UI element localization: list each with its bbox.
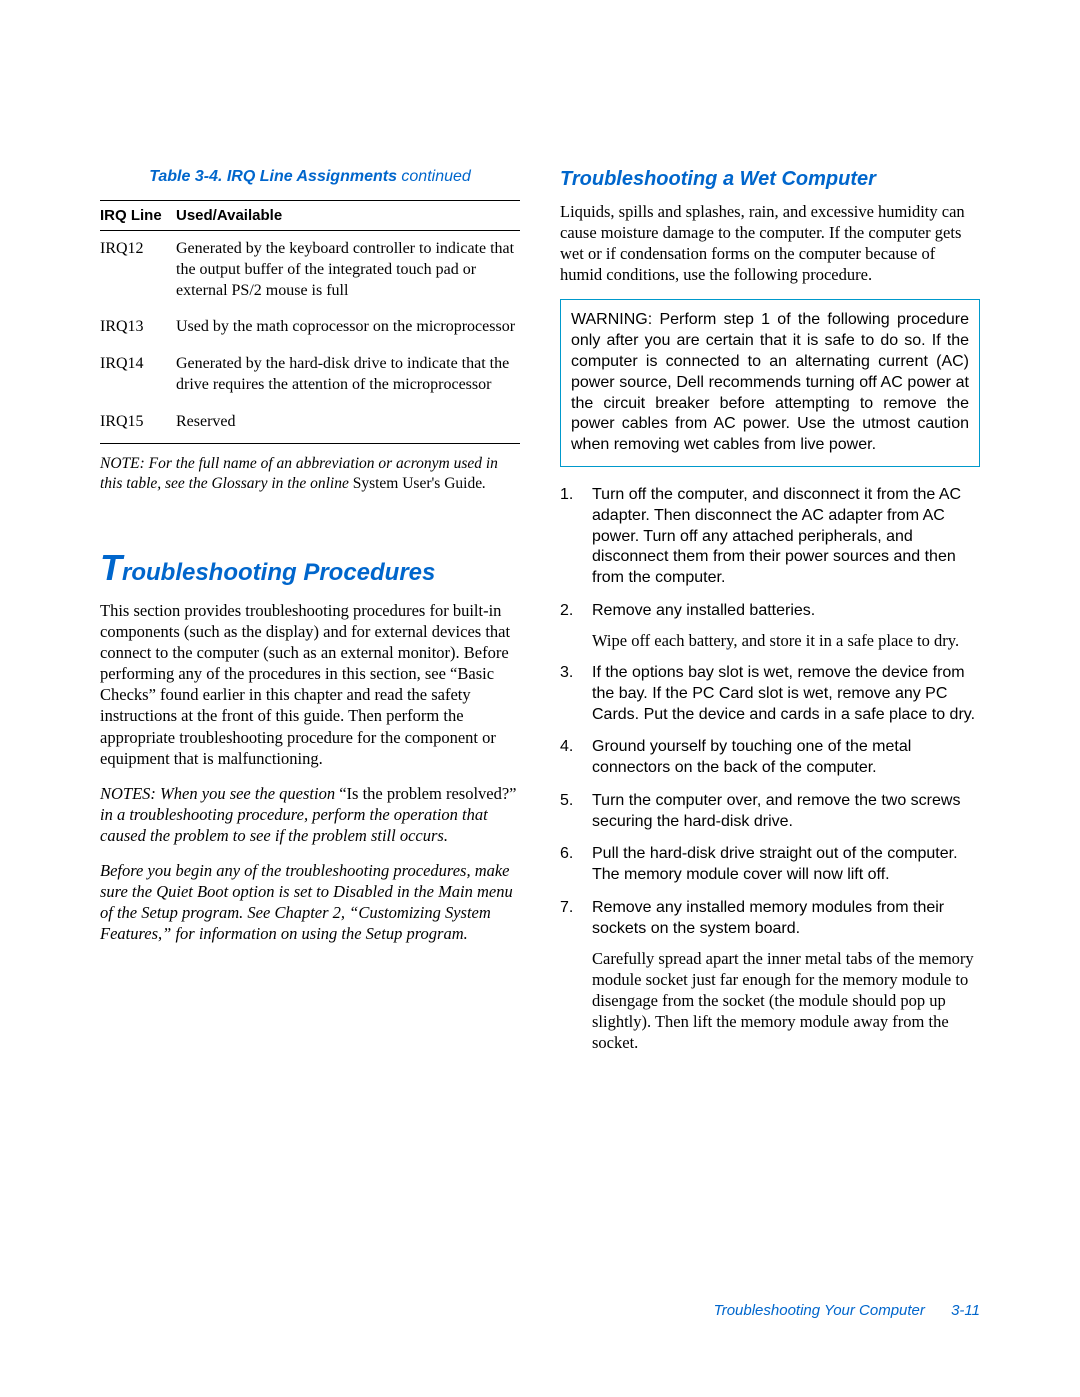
right-column: Troubleshooting a Wet Computer Liquids, … [560,168,980,1065]
footer-text: Troubleshooting Your Computer [714,1302,925,1319]
cell-irq: IRQ12 [100,231,176,310]
step-sub: Carefully spread apart the inner metal t… [592,948,980,1054]
cell-desc: Reserved [176,404,520,443]
table-caption: Table 3-4. IRQ Line Assignments continue… [100,168,520,186]
step-item: If the options bay slot is wet, remove t… [560,663,980,725]
note-suffix: . [482,475,486,492]
step-sub: Wipe off each battery, and store it in a… [592,630,980,651]
step-text: Pull the hard-disk drive straight out of… [592,845,958,883]
step-text: Remove any installed memory modules from… [592,899,944,937]
footer-page-number: 3-11 [951,1302,980,1319]
table-row: IRQ15 Reserved [100,404,520,443]
step-item: Remove any installed memory modules from… [560,898,980,1053]
step-text: Turn the computer over, and remove the t… [592,792,960,830]
step-item: Remove any installed batteries. Wipe off… [560,601,980,651]
section-notes-2: Before you begin any of the troubleshoot… [100,860,520,944]
subsection-heading: Troubleshooting a Wet Computer [560,168,980,191]
page-footer: Troubleshooting Your Computer 3-11 [714,1302,980,1319]
step-text: Ground yourself by touching one of the m… [592,738,911,776]
warning-box: WARNING: Perform step 1 of the following… [560,299,980,467]
step-text: Remove any installed batteries. [592,602,815,619]
cell-irq: IRQ14 [100,346,176,404]
table-caption-suffix: continued [401,168,470,185]
table-header-used: Used/Available [176,201,520,231]
cell-irq: IRQ15 [100,404,176,443]
cell-desc: Generated by the hard-disk drive to indi… [176,346,520,404]
step-text: Turn off the computer, and disconnect it… [592,486,961,586]
cell-desc: Used by the math coprocessor on the micr… [176,309,520,346]
step-text: If the options bay slot is wet, remove t… [592,664,975,723]
left-column: Table 3-4. IRQ Line Assignments continue… [100,168,520,1065]
table-caption-prefix: Table 3-4. IRQ Line Assignments [149,168,401,185]
step-item: Ground yourself by touching one of the m… [560,737,980,779]
heading-dropcap: T [100,547,122,588]
notes1-a: NOTES: When you see the question [100,784,339,803]
cell-irq: IRQ13 [100,309,176,346]
table-header-irq: IRQ Line [100,201,176,231]
heading-rest: roubleshooting Procedures [122,559,435,586]
note-roman: System User's Guide [353,475,482,492]
steps-list: Turn off the computer, and disconnect it… [560,485,980,1053]
table-note: NOTE: For the full name of an abbreviati… [100,454,520,494]
table-row: IRQ14 Generated by the hard-disk drive t… [100,346,520,404]
page: Table 3-4. IRQ Line Assignments continue… [0,0,1080,1125]
notes1-q: “Is the problem resolved?” [339,784,516,803]
section-para: This section provides troubleshooting pr… [100,600,520,769]
intro-para: Liquids, spills and splashes, rain, and … [560,201,980,285]
notes1-b: in a troubleshooting procedure, perform … [100,805,488,845]
table-row: IRQ12 Generated by the keyboard controll… [100,231,520,310]
table-row: IRQ13 Used by the math coprocessor on th… [100,309,520,346]
step-item: Turn off the computer, and disconnect it… [560,485,980,589]
section-notes-1: NOTES: When you see the question “Is the… [100,783,520,846]
warning-text: WARNING: Perform step 1 of the following… [571,311,969,453]
section-heading: Troubleshooting Procedures [100,550,520,586]
step-item: Pull the hard-disk drive straight out of… [560,844,980,886]
cell-desc: Generated by the keyboard controller to … [176,231,520,310]
irq-table: IRQ Line Used/Available IRQ12 Generated … [100,200,520,444]
step-item: Turn the computer over, and remove the t… [560,791,980,833]
